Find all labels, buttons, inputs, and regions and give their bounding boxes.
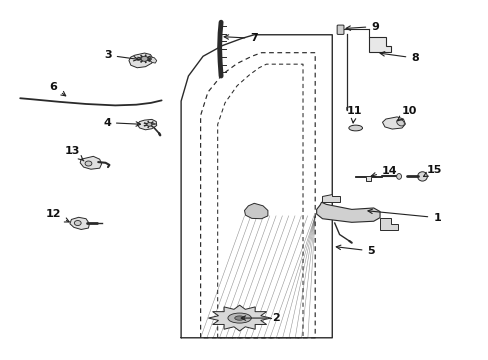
- Ellipse shape: [227, 313, 251, 323]
- Text: 11: 11: [346, 106, 361, 123]
- Text: 1: 1: [367, 209, 440, 222]
- Text: 6: 6: [49, 82, 65, 96]
- Ellipse shape: [348, 125, 362, 131]
- Polygon shape: [382, 117, 405, 129]
- Text: 3: 3: [104, 50, 138, 61]
- Ellipse shape: [396, 174, 401, 179]
- Text: 5: 5: [336, 245, 374, 256]
- Polygon shape: [244, 203, 267, 219]
- Polygon shape: [137, 120, 157, 130]
- Text: 4: 4: [103, 118, 140, 128]
- Polygon shape: [354, 176, 382, 181]
- Polygon shape: [129, 53, 153, 68]
- Polygon shape: [149, 57, 157, 63]
- Circle shape: [74, 221, 81, 226]
- Text: 15: 15: [423, 165, 442, 176]
- Polygon shape: [80, 156, 102, 169]
- Text: 14: 14: [370, 166, 397, 177]
- Ellipse shape: [234, 316, 244, 320]
- Text: 8: 8: [379, 51, 418, 63]
- Polygon shape: [368, 37, 390, 51]
- Text: 7: 7: [224, 33, 258, 43]
- Text: 9: 9: [346, 22, 378, 32]
- Text: 12: 12: [45, 209, 69, 222]
- FancyBboxPatch shape: [336, 25, 343, 35]
- Polygon shape: [208, 305, 270, 331]
- Polygon shape: [379, 218, 397, 230]
- Polygon shape: [70, 217, 89, 229]
- Polygon shape: [321, 194, 339, 202]
- Text: 13: 13: [65, 146, 84, 161]
- Circle shape: [147, 123, 152, 126]
- Text: 10: 10: [397, 106, 416, 121]
- Ellipse shape: [417, 172, 427, 181]
- Circle shape: [141, 56, 148, 61]
- Text: 2: 2: [241, 313, 280, 323]
- Circle shape: [85, 161, 92, 166]
- Polygon shape: [316, 202, 379, 222]
- Ellipse shape: [396, 119, 404, 126]
